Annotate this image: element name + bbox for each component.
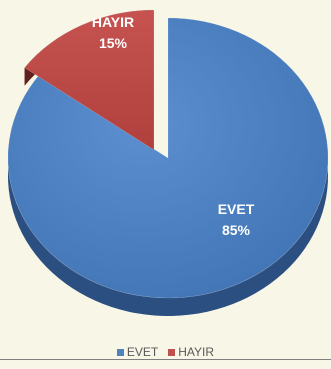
legend-swatch-hayir (168, 348, 176, 356)
legend-item-evet: EVET (116, 345, 159, 359)
pie-slice-hayir (24, 9, 155, 151)
data-label-hayir-name: HAYIR (92, 14, 134, 30)
data-label-evet-name: EVET (218, 201, 255, 217)
pie-slice-evet (7, 17, 329, 299)
legend-label-evet: EVET (126, 345, 159, 359)
bottom-divider (0, 359, 331, 360)
legend-item-hayir: HAYIR (168, 345, 214, 359)
legend: EVET HAYIR (0, 344, 331, 360)
legend-swatch-evet (116, 348, 124, 356)
data-label-hayir-percent: 15% (99, 35, 128, 51)
legend-label-hayir: HAYIR (178, 345, 215, 359)
data-label-evet-percent: 85% (222, 222, 251, 238)
